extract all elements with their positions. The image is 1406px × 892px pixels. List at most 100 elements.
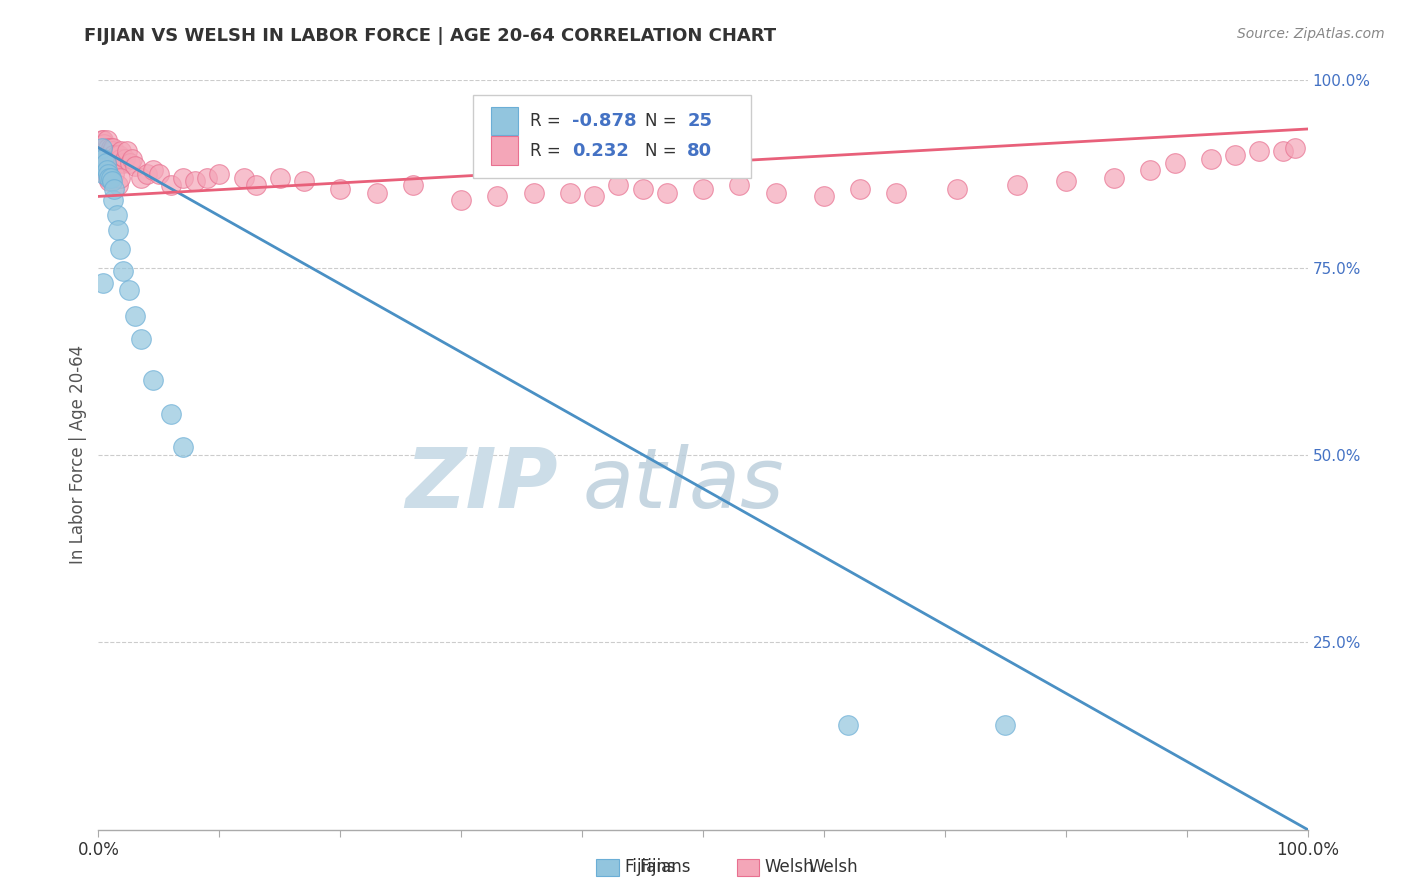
Point — [148, 167, 170, 181]
Point — [232, 170, 254, 185]
Point — [93, 136, 115, 151]
Point — [108, 242, 131, 256]
Point — [292, 174, 315, 188]
Point — [108, 152, 131, 166]
Point — [994, 717, 1017, 731]
Text: 25: 25 — [688, 112, 713, 130]
Point — [98, 174, 121, 188]
Point — [97, 170, 120, 185]
Text: 0.232: 0.232 — [572, 143, 630, 161]
Point — [101, 193, 124, 207]
Text: Welsh: Welsh — [765, 858, 814, 877]
Point — [94, 155, 117, 169]
Text: N =: N = — [645, 143, 682, 161]
Point — [142, 163, 165, 178]
Bar — [492, 136, 517, 165]
Point — [208, 167, 231, 181]
Point — [100, 152, 122, 166]
Point — [124, 310, 146, 324]
Text: FIJIAN VS WELSH IN LABOR FORCE | AGE 20-64 CORRELATION CHART: FIJIAN VS WELSH IN LABOR FORCE | AGE 20-… — [84, 27, 776, 45]
Point — [100, 170, 122, 185]
Point — [269, 170, 291, 185]
Point — [111, 264, 134, 278]
Point — [184, 174, 207, 188]
FancyBboxPatch shape — [474, 95, 751, 178]
Point — [1102, 170, 1125, 185]
Text: Fijians: Fijians — [640, 858, 692, 876]
Point — [111, 155, 134, 169]
Text: Welsh: Welsh — [808, 858, 858, 876]
Point — [96, 163, 118, 178]
Point — [1199, 152, 1222, 166]
Point — [129, 332, 152, 346]
Text: ZIP: ZIP — [405, 444, 558, 525]
Point — [100, 145, 122, 159]
Point — [91, 141, 114, 155]
Text: Source: ZipAtlas.com: Source: ZipAtlas.com — [1237, 27, 1385, 41]
Point — [486, 189, 509, 203]
Point — [523, 186, 546, 200]
Point — [90, 152, 112, 166]
Text: atlas: atlas — [582, 444, 783, 525]
Text: Fijians: Fijians — [624, 858, 676, 877]
Point — [100, 174, 122, 188]
Bar — [596, 858, 619, 876]
Point — [91, 152, 114, 166]
Y-axis label: In Labor Force | Age 20-64: In Labor Force | Age 20-64 — [69, 345, 87, 565]
Point — [129, 170, 152, 185]
Point — [103, 155, 125, 169]
Point — [1163, 155, 1185, 169]
Point — [98, 170, 121, 185]
Point — [103, 167, 125, 181]
Point — [94, 141, 117, 155]
Point — [100, 148, 122, 162]
Point — [172, 441, 194, 455]
Bar — [492, 106, 517, 135]
Point — [98, 148, 121, 162]
Point — [849, 182, 872, 196]
Point — [121, 152, 143, 166]
Point — [103, 182, 125, 196]
Point — [583, 189, 606, 203]
Point — [1007, 178, 1029, 193]
Point — [450, 193, 472, 207]
Point — [118, 155, 141, 169]
Point — [107, 223, 129, 237]
Point — [100, 141, 122, 155]
Point — [97, 167, 120, 181]
Point — [329, 182, 352, 196]
Point — [105, 148, 128, 162]
Text: -0.878: -0.878 — [572, 112, 637, 130]
Point — [1284, 141, 1306, 155]
Point — [108, 148, 131, 162]
Point — [114, 152, 136, 166]
Point — [118, 283, 141, 297]
Point — [195, 170, 218, 185]
Point — [101, 141, 124, 155]
Point — [93, 148, 115, 162]
Point — [1272, 145, 1295, 159]
Point — [607, 178, 630, 193]
Text: 80: 80 — [688, 143, 713, 161]
Point — [160, 407, 183, 421]
Point — [97, 141, 120, 155]
Text: N =: N = — [645, 112, 682, 130]
Point — [1054, 174, 1077, 188]
Text: R =: R = — [530, 112, 567, 130]
Point — [886, 186, 908, 200]
Point — [655, 186, 678, 200]
Point — [837, 717, 859, 731]
Point — [91, 133, 114, 147]
Point — [1139, 163, 1161, 178]
Point — [110, 145, 132, 159]
Point — [91, 276, 114, 290]
Point — [142, 373, 165, 387]
Point — [765, 186, 787, 200]
Point — [558, 186, 581, 200]
Point — [94, 155, 117, 169]
Point — [91, 148, 114, 162]
Point — [1249, 145, 1271, 159]
Point — [245, 178, 267, 193]
Point — [366, 186, 388, 200]
Point — [91, 133, 114, 147]
